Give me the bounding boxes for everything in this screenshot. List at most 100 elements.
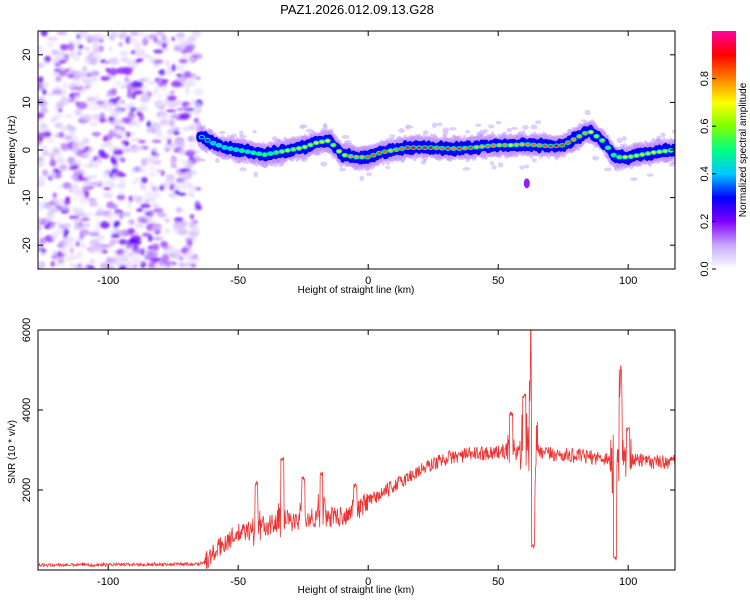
speckle <box>324 149 333 153</box>
x-tick-label: 50 <box>492 275 504 287</box>
ridge-core <box>497 143 502 147</box>
noise-blob <box>159 119 169 126</box>
noise-blob <box>94 133 99 138</box>
ridge-core <box>405 146 410 149</box>
noise-blob <box>66 73 76 79</box>
ridge-core <box>485 144 490 148</box>
ridge-core <box>640 153 645 156</box>
noise-blob <box>105 60 110 65</box>
y-tick-label: 20 <box>21 49 33 61</box>
colorbar-scale <box>712 31 736 269</box>
noise-blob <box>139 77 147 83</box>
noise-blob <box>68 166 78 171</box>
noise-blob <box>121 31 128 38</box>
noise-blob <box>167 138 172 145</box>
noise-blob <box>60 145 69 152</box>
ridge-core <box>628 155 633 158</box>
ridge-core <box>308 143 313 147</box>
colorbar-tick-label: 0.4 <box>699 166 711 181</box>
colorbar: 0.0 0.2 0.4 0.6 0.8 Normalized spectral ampl… <box>699 31 749 277</box>
noise-blob <box>178 58 189 64</box>
noise-blob <box>74 109 83 116</box>
ridge-core <box>268 152 273 155</box>
noise-blob <box>161 34 167 42</box>
ridge-core <box>548 144 553 148</box>
noise-blob <box>122 66 133 74</box>
noise-blob <box>184 107 195 112</box>
speckle <box>489 160 495 166</box>
noise-blob <box>165 180 177 186</box>
noise-blob <box>171 145 178 149</box>
noise-blob <box>193 110 200 116</box>
noise-blob <box>57 131 65 138</box>
noise-blob <box>183 265 189 269</box>
noise-blob <box>140 219 149 224</box>
noise-blob <box>59 66 65 72</box>
noise-blob <box>183 46 194 54</box>
noise-blob <box>38 99 48 107</box>
noise-blob <box>95 220 101 225</box>
noise-blob <box>70 81 76 90</box>
ridge-core <box>651 151 656 154</box>
noise-blob <box>79 145 85 151</box>
noise-blob <box>157 39 162 47</box>
noise-blob <box>100 143 110 148</box>
speckle <box>341 134 350 139</box>
snr-y-axis-label: SNR (10 * v/v) <box>7 420 18 484</box>
snr-x-ticks: -100 -50 0 50 100 <box>97 330 637 588</box>
noise-blob <box>38 201 46 206</box>
noise-blob <box>146 120 152 128</box>
ridge-core <box>388 149 393 152</box>
noise-blob <box>129 37 138 43</box>
noise-blob <box>39 122 47 131</box>
noise-blob <box>78 265 89 269</box>
noise-blob <box>84 180 91 185</box>
x-tick-label: -100 <box>97 576 119 588</box>
noise-blob <box>148 217 156 224</box>
figure-title: PAZ1.2026.012.09.13.G28 <box>280 2 434 17</box>
ridge-core <box>302 145 307 149</box>
noise-blob <box>109 31 119 38</box>
ridge-core <box>623 155 628 159</box>
speckle <box>320 161 328 167</box>
noise-blob <box>110 155 116 164</box>
noise-blob <box>180 159 188 163</box>
noise-blob <box>191 31 200 34</box>
noise-blob <box>126 91 133 99</box>
noise-blob <box>115 134 123 139</box>
y-tick-label: 10 <box>21 96 33 108</box>
x-tick-label: 100 <box>619 275 637 287</box>
noise-blob <box>91 180 100 186</box>
noise-blob <box>82 137 90 145</box>
noise-blob <box>52 192 58 199</box>
ridge-core <box>234 148 239 151</box>
speckle <box>322 124 328 130</box>
ridge-core <box>594 134 599 138</box>
speckle <box>462 167 471 171</box>
speckle <box>621 136 627 142</box>
noise-blob <box>130 50 136 55</box>
speckle <box>530 124 538 130</box>
speckle <box>218 130 226 135</box>
noise-blob <box>73 72 84 77</box>
noise-blob <box>102 182 111 186</box>
noise-blob <box>170 196 179 200</box>
noise-blob <box>101 249 108 254</box>
noise-blob <box>193 117 199 124</box>
noise-blob <box>194 204 203 211</box>
ridge-core <box>577 135 582 138</box>
noise-blob <box>69 50 76 58</box>
noise-blob <box>125 148 132 153</box>
noise-blob <box>140 203 151 209</box>
noise-blob <box>181 127 189 131</box>
noise-blob <box>168 119 175 127</box>
noise-blob <box>148 56 156 63</box>
noise-blob <box>180 220 188 228</box>
speckle <box>604 167 612 172</box>
ridge-core <box>417 146 422 149</box>
noise-blob <box>165 109 177 113</box>
noise-blob <box>173 82 185 88</box>
noise-blob <box>152 62 160 68</box>
speckle <box>532 133 540 139</box>
speckle <box>442 127 450 133</box>
